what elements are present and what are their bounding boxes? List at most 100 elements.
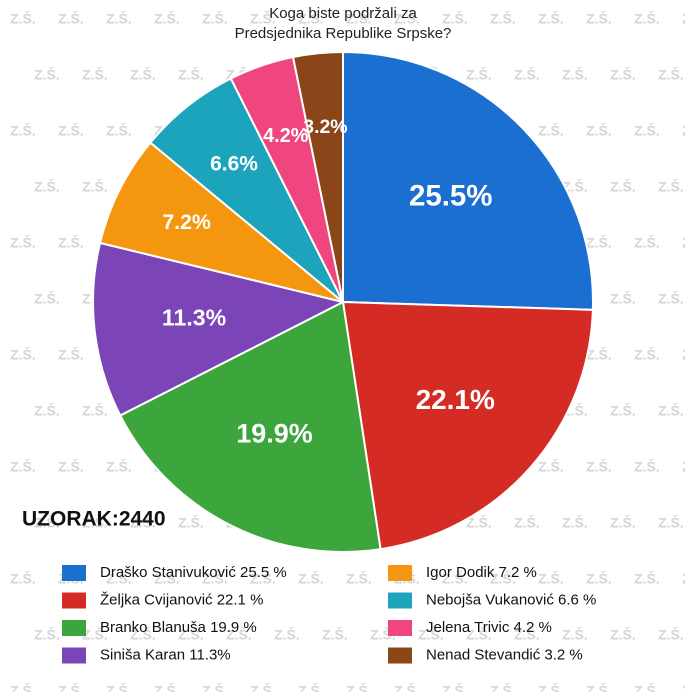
watermark: Z.Š.: [154, 10, 180, 27]
legend-swatch: [62, 647, 86, 664]
watermark: Z.Š.: [682, 682, 685, 692]
legend-label: Nebojša Vukanović 6.6 %: [426, 591, 596, 608]
watermark: Z.Š.: [58, 458, 84, 475]
watermark: Z.Š.: [202, 682, 228, 692]
watermark: Z.Š.: [586, 682, 612, 692]
legend-label: Siniša Karan 11.3%: [100, 646, 231, 663]
watermark: Z.Š.: [106, 122, 132, 139]
legend-swatch: [388, 647, 412, 664]
watermark: Z.Š.: [346, 682, 372, 692]
watermark: Z.Š.: [202, 570, 228, 587]
watermark: Z.Š.: [202, 10, 228, 27]
watermark: Z.Š.: [682, 570, 685, 587]
pie-slice: [342, 50, 594, 311]
watermark: Z.Š.: [682, 122, 685, 139]
watermark: Z.Š.: [346, 10, 372, 27]
watermark: Z.Š.: [34, 290, 60, 307]
watermark: Z.Š.: [130, 66, 156, 83]
watermark: Z.Š.: [562, 626, 588, 643]
pie-slice: [98, 141, 344, 303]
watermark: Z.Š.: [82, 514, 108, 531]
watermark: Z.Š.: [562, 66, 588, 83]
watermark: Z.Š.: [610, 290, 636, 307]
watermark: Z.Š.: [58, 234, 84, 251]
watermark: Z.Š.: [634, 682, 660, 692]
legend-swatch: [62, 592, 86, 609]
watermark: Z.Š.: [82, 626, 108, 643]
watermark: Z.Š.: [34, 66, 60, 83]
watermark: Z.Š.: [658, 626, 684, 643]
slice-label: 7.2%: [162, 210, 211, 234]
pie: 25.5% 22.1% 19.9% 11.3% 7.2% 6.6%4.2%3.2%: [92, 50, 594, 553]
slice-label: 19.9%: [236, 419, 312, 449]
chart-title: Predsjednika Republike Srpske?: [235, 25, 452, 42]
pie-slice: [92, 241, 346, 417]
watermark: Z.Š.: [178, 66, 204, 83]
pie-slice: [291, 50, 344, 303]
watermark: Z.Š.: [682, 234, 685, 251]
legend-label: Željka Cvijanović 22.1 %: [100, 591, 263, 608]
pie-slice: [341, 300, 594, 551]
watermark: Z.Š.: [106, 10, 132, 27]
watermark: Z.Š.: [178, 514, 204, 531]
watermark: Z.Š.: [610, 66, 636, 83]
watermark: Z.Š.: [634, 570, 660, 587]
watermark: Z.Š.: [562, 514, 588, 531]
watermark: Z.Š.: [682, 10, 685, 27]
legend-swatch: [62, 565, 86, 581]
watermark: Z.Š.: [466, 66, 492, 83]
watermark: Z.Š.: [250, 570, 276, 587]
watermark: Z.Š.: [610, 514, 636, 531]
watermark: Z.Š.: [610, 402, 636, 419]
watermark: Z.Š.: [442, 10, 468, 27]
watermark: Z.Š.: [130, 626, 156, 643]
watermark: Z.Š.: [538, 570, 564, 587]
watermark: Z.Š.: [106, 570, 132, 587]
slice-label: 3.2%: [303, 116, 347, 138]
legend-swatch: [62, 620, 86, 636]
watermark: Z.Š.: [658, 290, 684, 307]
watermark: Z.Š.: [658, 514, 684, 531]
watermark: Z.Š.: [82, 66, 108, 83]
watermark: Z.Š.: [586, 458, 612, 475]
watermark: Z.Š.: [538, 682, 564, 692]
watermark: Z.Š.: [298, 10, 324, 27]
legend-label: Jelena Trivic 4.2 %: [426, 619, 552, 636]
watermark: Z.Š.: [154, 570, 180, 587]
watermark: Z.Š.: [274, 626, 300, 643]
legend-swatch: [388, 565, 412, 581]
chart-title: Koga biste podržali za: [269, 5, 417, 22]
watermark: Z.Š.: [250, 682, 276, 692]
watermark: Z.Š.: [466, 626, 492, 643]
watermark: Z.Š.: [586, 570, 612, 587]
watermark: Z.Š.: [322, 626, 348, 643]
watermark: Z.Š.: [10, 122, 36, 139]
watermark: Z.Š.: [250, 10, 276, 27]
slice-label: 6.6%: [210, 153, 258, 176]
watermark: Z.Š.: [10, 234, 36, 251]
watermark: Z.Š.: [682, 346, 685, 363]
watermark: Z.Š.: [658, 66, 684, 83]
watermark: Z.Š.: [58, 122, 84, 139]
watermark: Z.Š.: [58, 10, 84, 27]
watermark: Z.Š.: [394, 10, 420, 27]
watermark: Z.Š.: [418, 626, 444, 643]
watermark: Z.Š.: [298, 570, 324, 587]
watermark: Z.Š.: [634, 122, 660, 139]
watermark: Z.Š.: [298, 682, 324, 692]
watermark: Z.Š.: [130, 514, 156, 531]
legend-label: Draško Stanivuković 25.5 %: [100, 564, 287, 581]
legend-swatch: [388, 620, 412, 636]
watermark: Z.Š.: [514, 626, 540, 643]
legend: Draško Stanivuković 25.5 % Željka Cvijano…: [62, 564, 596, 664]
watermark: Z.Š.: [586, 346, 612, 363]
watermark: Z.Š.: [490, 10, 516, 27]
watermark: Z.Š.: [82, 402, 108, 419]
legend-label: Igor Dodik 7.2 %: [426, 564, 537, 581]
watermark: Z.Š.: [682, 458, 685, 475]
watermark: Z.Š.: [154, 682, 180, 692]
watermark: Z.Š.: [562, 178, 588, 195]
watermark: Z.Š.: [34, 514, 60, 531]
watermark: Z.Š.: [586, 122, 612, 139]
legend-swatch: [388, 592, 412, 609]
